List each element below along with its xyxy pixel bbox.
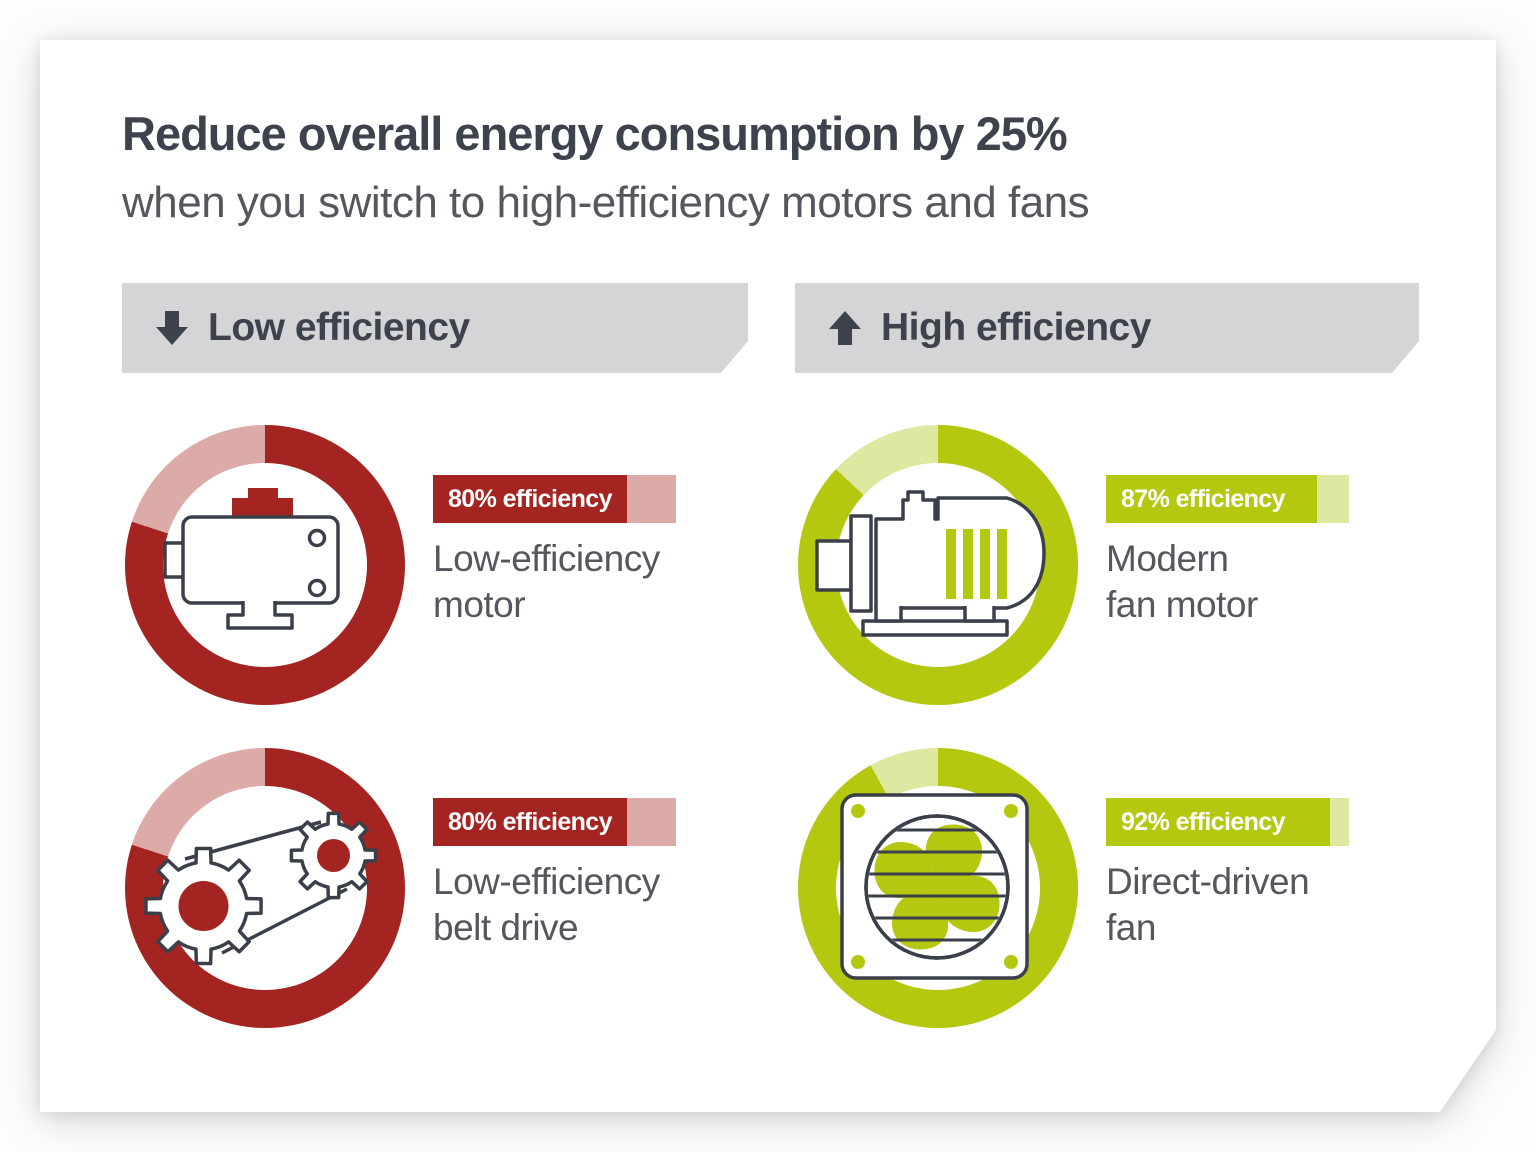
- efficiency-badge-fill: [1106, 475, 1317, 523]
- banner-low-label: Low efficiency: [208, 306, 470, 349]
- infographic-card-shadow: Reduce overall energy consumption by 25%…: [40, 40, 1496, 1112]
- item-direct-driven-fan: 92% efficiency Direct-driven fan: [798, 748, 1428, 1058]
- item-description: Direct-driven fan: [1106, 861, 1310, 948]
- efficiency-badge: 87% efficiency: [1106, 475, 1349, 523]
- up-arrow-icon: [827, 309, 863, 347]
- efficiency-badge-label: 87% efficiency: [1121, 485, 1285, 513]
- efficiency-badge-label: 80% efficiency: [448, 485, 612, 513]
- page-subtitle: when you switch to high-efficiency motor…: [122, 178, 1090, 227]
- item-description: Low-efficiency belt drive: [433, 861, 660, 948]
- efficiency-badge-fill: [433, 798, 627, 846]
- fan-motor-icon: [798, 425, 1078, 705]
- item-modern-fan-motor: 87% efficiency Modern fan motor: [798, 425, 1428, 735]
- item-low-efficiency-motor: 80% efficiency Low-efficiency motor: [125, 425, 755, 735]
- efficiency-badge-label: 92% efficiency: [1121, 808, 1285, 836]
- efficiency-badge-fill: [1106, 798, 1330, 846]
- efficiency-badge: 92% efficiency: [1106, 798, 1349, 846]
- banner-low-efficiency: Low efficiency: [122, 283, 748, 373]
- banner-high-efficiency: High efficiency: [795, 283, 1419, 373]
- efficiency-badge-fill: [433, 475, 627, 523]
- belt-drive-icon: [125, 748, 405, 1028]
- motor-icon: [125, 425, 405, 705]
- item-description: Modern fan motor: [1106, 538, 1258, 625]
- efficiency-badge: 80% efficiency: [433, 475, 676, 523]
- down-arrow-icon: [154, 309, 190, 347]
- item-low-efficiency-belt-drive: 80% efficiency Low-efficiency belt drive: [125, 748, 755, 1058]
- infographic-card: Reduce overall energy consumption by 25%…: [40, 40, 1496, 1112]
- efficiency-badge: 80% efficiency: [433, 798, 676, 846]
- page-title: Reduce overall energy consumption by 25%: [122, 107, 1067, 160]
- efficiency-badge-label: 80% efficiency: [448, 808, 612, 836]
- item-description: Low-efficiency motor: [433, 538, 660, 625]
- banner-high-label: High efficiency: [881, 306, 1151, 349]
- fan-icon: [798, 748, 1078, 1028]
